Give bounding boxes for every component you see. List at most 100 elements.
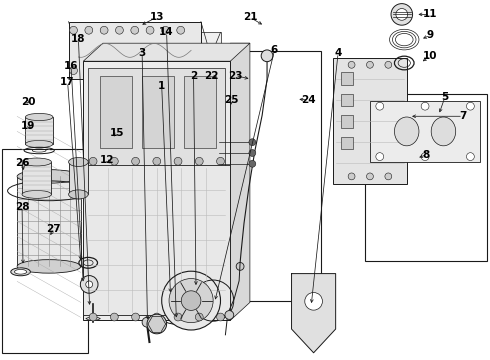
Circle shape: [100, 26, 108, 34]
Ellipse shape: [22, 158, 51, 166]
Circle shape: [132, 157, 140, 165]
Circle shape: [396, 9, 408, 20]
Text: 6: 6: [271, 45, 278, 55]
Bar: [88, 68, 225, 167]
Text: 2: 2: [190, 71, 197, 81]
Text: 19: 19: [21, 121, 36, 131]
Ellipse shape: [22, 190, 51, 198]
Circle shape: [217, 313, 224, 321]
Circle shape: [466, 102, 474, 110]
Polygon shape: [88, 32, 220, 90]
Circle shape: [196, 157, 203, 165]
Circle shape: [147, 314, 167, 334]
Ellipse shape: [69, 158, 88, 166]
Circle shape: [70, 26, 77, 34]
Bar: [17, 176, 81, 266]
Text: 13: 13: [149, 12, 164, 22]
Circle shape: [85, 67, 93, 75]
Circle shape: [421, 153, 429, 161]
Circle shape: [169, 279, 213, 323]
Text: 3: 3: [139, 48, 146, 58]
Circle shape: [196, 313, 203, 321]
Circle shape: [348, 173, 355, 180]
Circle shape: [174, 313, 182, 321]
Circle shape: [385, 61, 392, 68]
Text: 15: 15: [109, 128, 124, 138]
Ellipse shape: [25, 113, 53, 121]
Circle shape: [131, 67, 139, 75]
Text: 9: 9: [427, 30, 434, 40]
Ellipse shape: [17, 170, 81, 183]
Text: 27: 27: [47, 224, 61, 234]
Circle shape: [162, 26, 170, 34]
Bar: [25, 117, 53, 144]
Bar: [333, 58, 407, 184]
Bar: [341, 115, 353, 128]
Circle shape: [391, 4, 413, 25]
Circle shape: [89, 313, 97, 321]
Circle shape: [177, 26, 185, 34]
Bar: [341, 72, 353, 85]
Bar: [100, 76, 132, 148]
Text: 24: 24: [301, 95, 316, 105]
Text: 14: 14: [159, 27, 174, 37]
Circle shape: [376, 102, 384, 110]
Text: 26: 26: [15, 158, 29, 168]
Polygon shape: [230, 43, 250, 320]
Ellipse shape: [25, 140, 53, 148]
Bar: [142, 76, 174, 148]
Circle shape: [348, 61, 355, 68]
Polygon shape: [83, 43, 250, 61]
Circle shape: [85, 26, 93, 34]
Text: 20: 20: [21, 97, 36, 107]
Bar: [203, 51, 321, 301]
Circle shape: [466, 153, 474, 161]
Circle shape: [142, 317, 152, 327]
Bar: [69, 162, 88, 194]
Circle shape: [367, 173, 373, 180]
Circle shape: [305, 293, 322, 310]
Text: 16: 16: [64, 61, 78, 71]
Text: 28: 28: [15, 202, 29, 212]
Circle shape: [110, 157, 118, 165]
Circle shape: [153, 157, 161, 165]
Bar: [83, 165, 230, 315]
Polygon shape: [69, 22, 201, 79]
Text: 4: 4: [334, 48, 342, 58]
Bar: [341, 94, 353, 106]
Circle shape: [181, 291, 201, 310]
Text: 25: 25: [224, 95, 239, 105]
Text: 7: 7: [459, 111, 467, 121]
Circle shape: [146, 67, 154, 75]
Circle shape: [225, 311, 234, 319]
Bar: [2, 149, 88, 353]
Circle shape: [100, 67, 108, 75]
Ellipse shape: [11, 268, 30, 276]
Text: 8: 8: [423, 150, 430, 160]
Text: 11: 11: [423, 9, 438, 19]
Circle shape: [86, 281, 93, 288]
Circle shape: [236, 262, 244, 270]
Polygon shape: [292, 274, 336, 353]
Circle shape: [131, 26, 139, 34]
Bar: [370, 101, 480, 162]
Bar: [22, 162, 51, 194]
Text: 10: 10: [423, 51, 438, 61]
Circle shape: [421, 102, 429, 110]
Text: 22: 22: [204, 71, 219, 81]
Circle shape: [146, 26, 154, 34]
Text: 1: 1: [158, 81, 165, 91]
Ellipse shape: [394, 117, 419, 146]
Text: 18: 18: [71, 34, 86, 44]
Ellipse shape: [15, 269, 27, 274]
Circle shape: [162, 67, 170, 75]
Circle shape: [110, 313, 118, 321]
Bar: [365, 94, 487, 261]
Circle shape: [174, 157, 182, 165]
Ellipse shape: [17, 260, 81, 273]
Circle shape: [367, 61, 373, 68]
Circle shape: [376, 153, 384, 161]
Polygon shape: [86, 317, 100, 320]
Text: 23: 23: [228, 71, 243, 81]
Circle shape: [70, 67, 77, 75]
